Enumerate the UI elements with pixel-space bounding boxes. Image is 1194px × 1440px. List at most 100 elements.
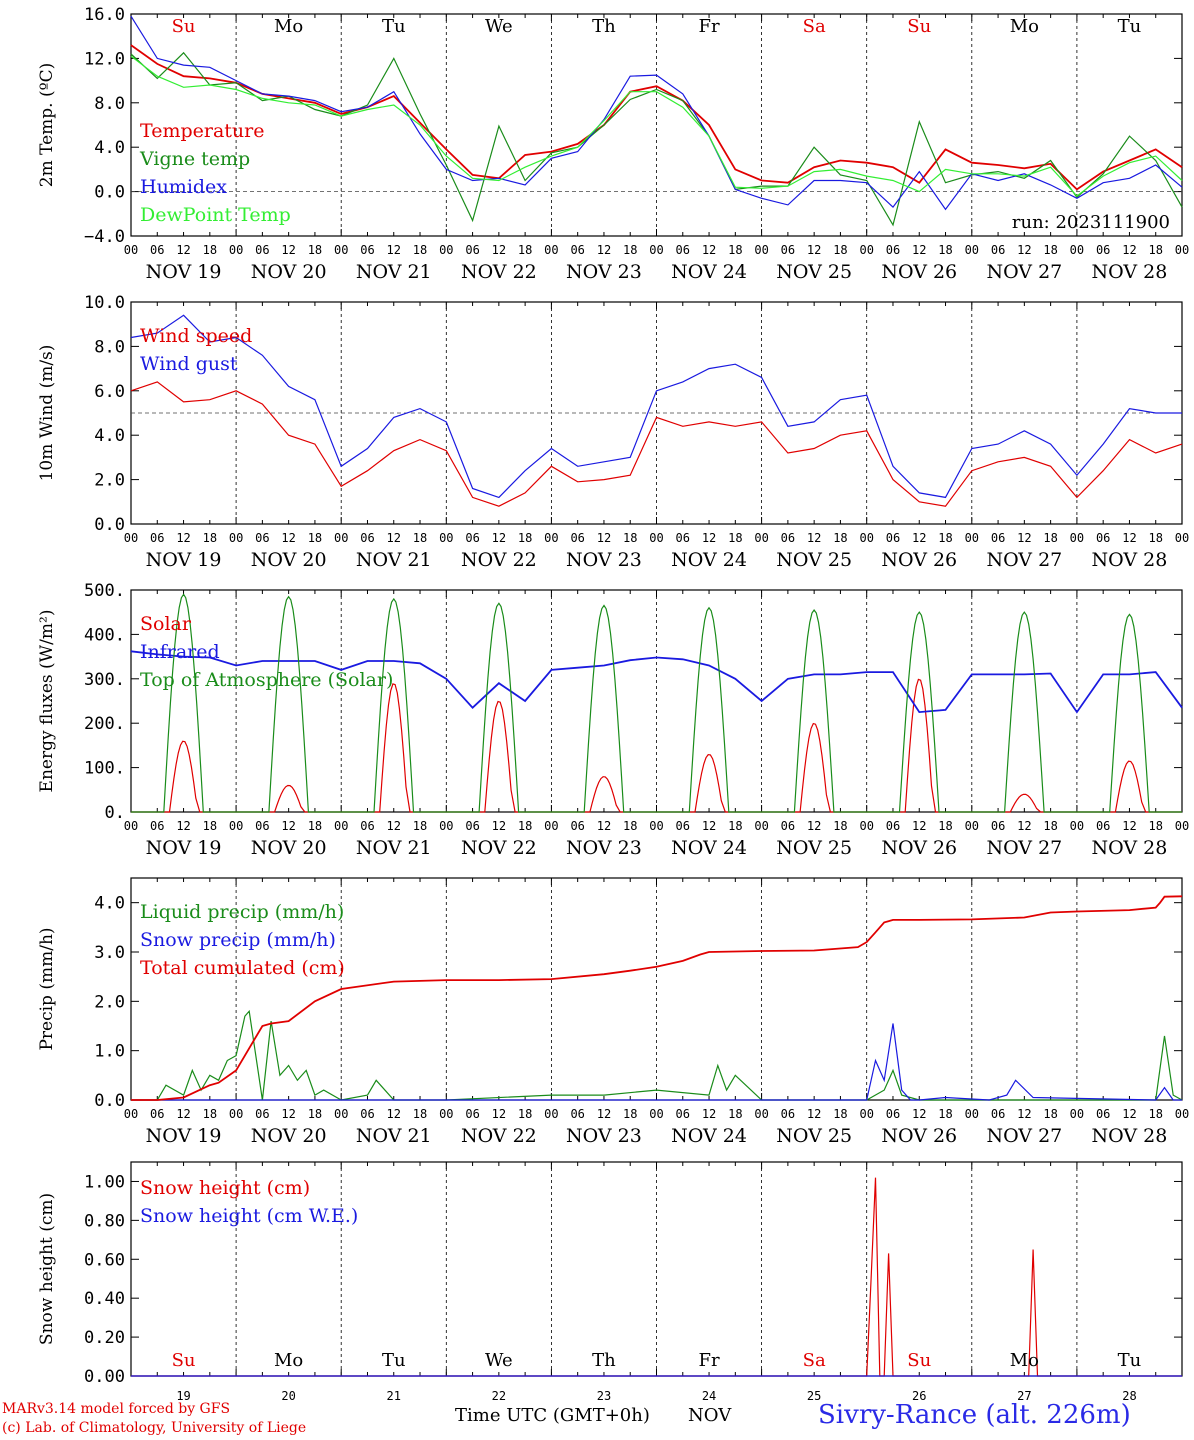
series-line (131, 1177, 1182, 1377)
hour-tick-label: 00 (334, 243, 348, 257)
y-tick-label: 2.0 (94, 992, 125, 1012)
y-tick-label: 0.00 (84, 1367, 125, 1387)
hour-tick-label: 00 (334, 531, 348, 545)
hour-tick-label: 12 (1017, 1107, 1031, 1121)
y-axis-label: 10m Wind (m/s) (37, 345, 57, 482)
date-label: NOV 19 (146, 1125, 222, 1147)
hour-tick-label: 00 (124, 819, 138, 833)
hour-tick-label: 06 (360, 531, 374, 545)
hour-tick-label: 12 (912, 819, 926, 833)
date-label: NOV 27 (986, 549, 1062, 571)
date-label: NOV 26 (881, 1125, 957, 1147)
y-tick-label: 0.20 (84, 1328, 125, 1348)
hour-tick-label: 12 (702, 1107, 716, 1121)
hour-tick-label: 06 (570, 819, 584, 833)
hour-tick-label: 18 (938, 1107, 952, 1121)
date-label: NOV 24 (671, 261, 747, 283)
hour-tick-label: 06 (465, 1107, 479, 1121)
hour-tick-label: 18 (518, 243, 532, 257)
hour-tick-label: 12 (281, 243, 295, 257)
date-label: NOV 27 (986, 261, 1062, 283)
hour-tick-label: 06 (991, 819, 1005, 833)
day-number-label: 22 (492, 1389, 506, 1403)
hour-tick-label: 12 (807, 243, 821, 257)
hour-tick-label: 06 (1096, 243, 1110, 257)
hour-tick-label: 12 (176, 1107, 190, 1121)
hour-tick-label: 06 (886, 243, 900, 257)
hour-tick-label: 18 (413, 1107, 427, 1121)
hour-tick-label: 06 (781, 1107, 795, 1121)
hour-tick-label: 06 (150, 819, 164, 833)
date-label: NOV 27 (986, 1125, 1062, 1147)
y-axis-label: 2m Temp. (ºC) (37, 63, 57, 188)
hour-tick-label: 06 (781, 819, 795, 833)
hour-tick-label: 00 (1070, 819, 1084, 833)
hour-tick-label: 12 (597, 531, 611, 545)
hour-tick-label: 12 (492, 243, 506, 257)
y-axis-label: Precip (mm/h) (37, 927, 57, 1050)
hour-tick-label: 00 (1175, 1107, 1189, 1121)
date-label: NOV 20 (251, 549, 327, 571)
hour-tick-label: 06 (676, 531, 690, 545)
station-label: Sivry-Rance (alt. 226m) (818, 1400, 1131, 1430)
y-tick-label: 0.80 (84, 1211, 125, 1231)
day-name-label: Su (172, 16, 196, 37)
hour-tick-label: 12 (702, 243, 716, 257)
hour-tick-label: 12 (807, 1107, 821, 1121)
hour-tick-label: 18 (833, 531, 847, 545)
hour-tick-label: 12 (702, 819, 716, 833)
hour-tick-label: 00 (124, 243, 138, 257)
y-tick-label: 0.0 (94, 183, 125, 203)
date-label: NOV 19 (146, 549, 222, 571)
hour-tick-label: 18 (518, 819, 532, 833)
hour-tick-label: 06 (991, 1107, 1005, 1121)
hour-tick-label: 06 (360, 243, 374, 257)
y-tick-label: 1.0 (94, 1042, 125, 1062)
day-number-label: 26 (912, 1389, 926, 1403)
hour-tick-label: 00 (859, 819, 873, 833)
hour-tick-label: 18 (518, 1107, 532, 1121)
date-label: NOV 28 (1092, 1125, 1168, 1147)
hour-tick-label: 12 (492, 1107, 506, 1121)
day-name-label: Su (172, 1350, 196, 1371)
day-name-label: Fr (699, 16, 720, 37)
hour-tick-label: 00 (334, 1107, 348, 1121)
date-label: NOV 19 (146, 261, 222, 283)
hour-tick-label: 12 (912, 1107, 926, 1121)
hour-tick-label: 12 (176, 243, 190, 257)
hour-tick-label: 06 (570, 531, 584, 545)
y-tick-label: 1.00 (84, 1172, 125, 1192)
hour-tick-label: 06 (360, 1107, 374, 1121)
hour-tick-label: 06 (465, 243, 479, 257)
hour-tick-label: 18 (413, 531, 427, 545)
day-name-label: Mo (274, 16, 303, 37)
hour-tick-label: 12 (1122, 819, 1136, 833)
hour-tick-label: 06 (150, 243, 164, 257)
date-label: NOV 25 (776, 261, 852, 283)
hour-tick-label: 00 (965, 531, 979, 545)
date-label: NOV 25 (776, 549, 852, 571)
day-name-label: Su (907, 16, 931, 37)
hour-tick-label: 00 (859, 531, 873, 545)
series-line (131, 1009, 1183, 1101)
legend-entry: Humidex (140, 176, 227, 198)
hour-tick-label: 12 (492, 819, 506, 833)
hour-tick-label: 00 (229, 1107, 243, 1121)
date-label: NOV 19 (146, 837, 222, 859)
hour-tick-label: 00 (544, 819, 558, 833)
hour-tick-label: 12 (597, 819, 611, 833)
y-tick-label: 4.0 (94, 138, 125, 158)
hour-tick-label: 18 (308, 819, 322, 833)
hour-tick-label: 18 (203, 1107, 217, 1121)
date-label: NOV 21 (356, 1125, 432, 1147)
hour-tick-label: 06 (1096, 819, 1110, 833)
date-label: NOV 26 (881, 837, 957, 859)
hour-tick-label: 12 (807, 531, 821, 545)
y-tick-label: 16.0 (84, 5, 125, 25)
hour-tick-label: 06 (676, 243, 690, 257)
date-label: NOV 28 (1092, 261, 1168, 283)
day-name-label: Tu (1118, 1350, 1142, 1371)
hour-tick-label: 06 (570, 1107, 584, 1121)
day-name-label: Fr (699, 1350, 720, 1371)
hour-tick-label: 12 (281, 1107, 295, 1121)
